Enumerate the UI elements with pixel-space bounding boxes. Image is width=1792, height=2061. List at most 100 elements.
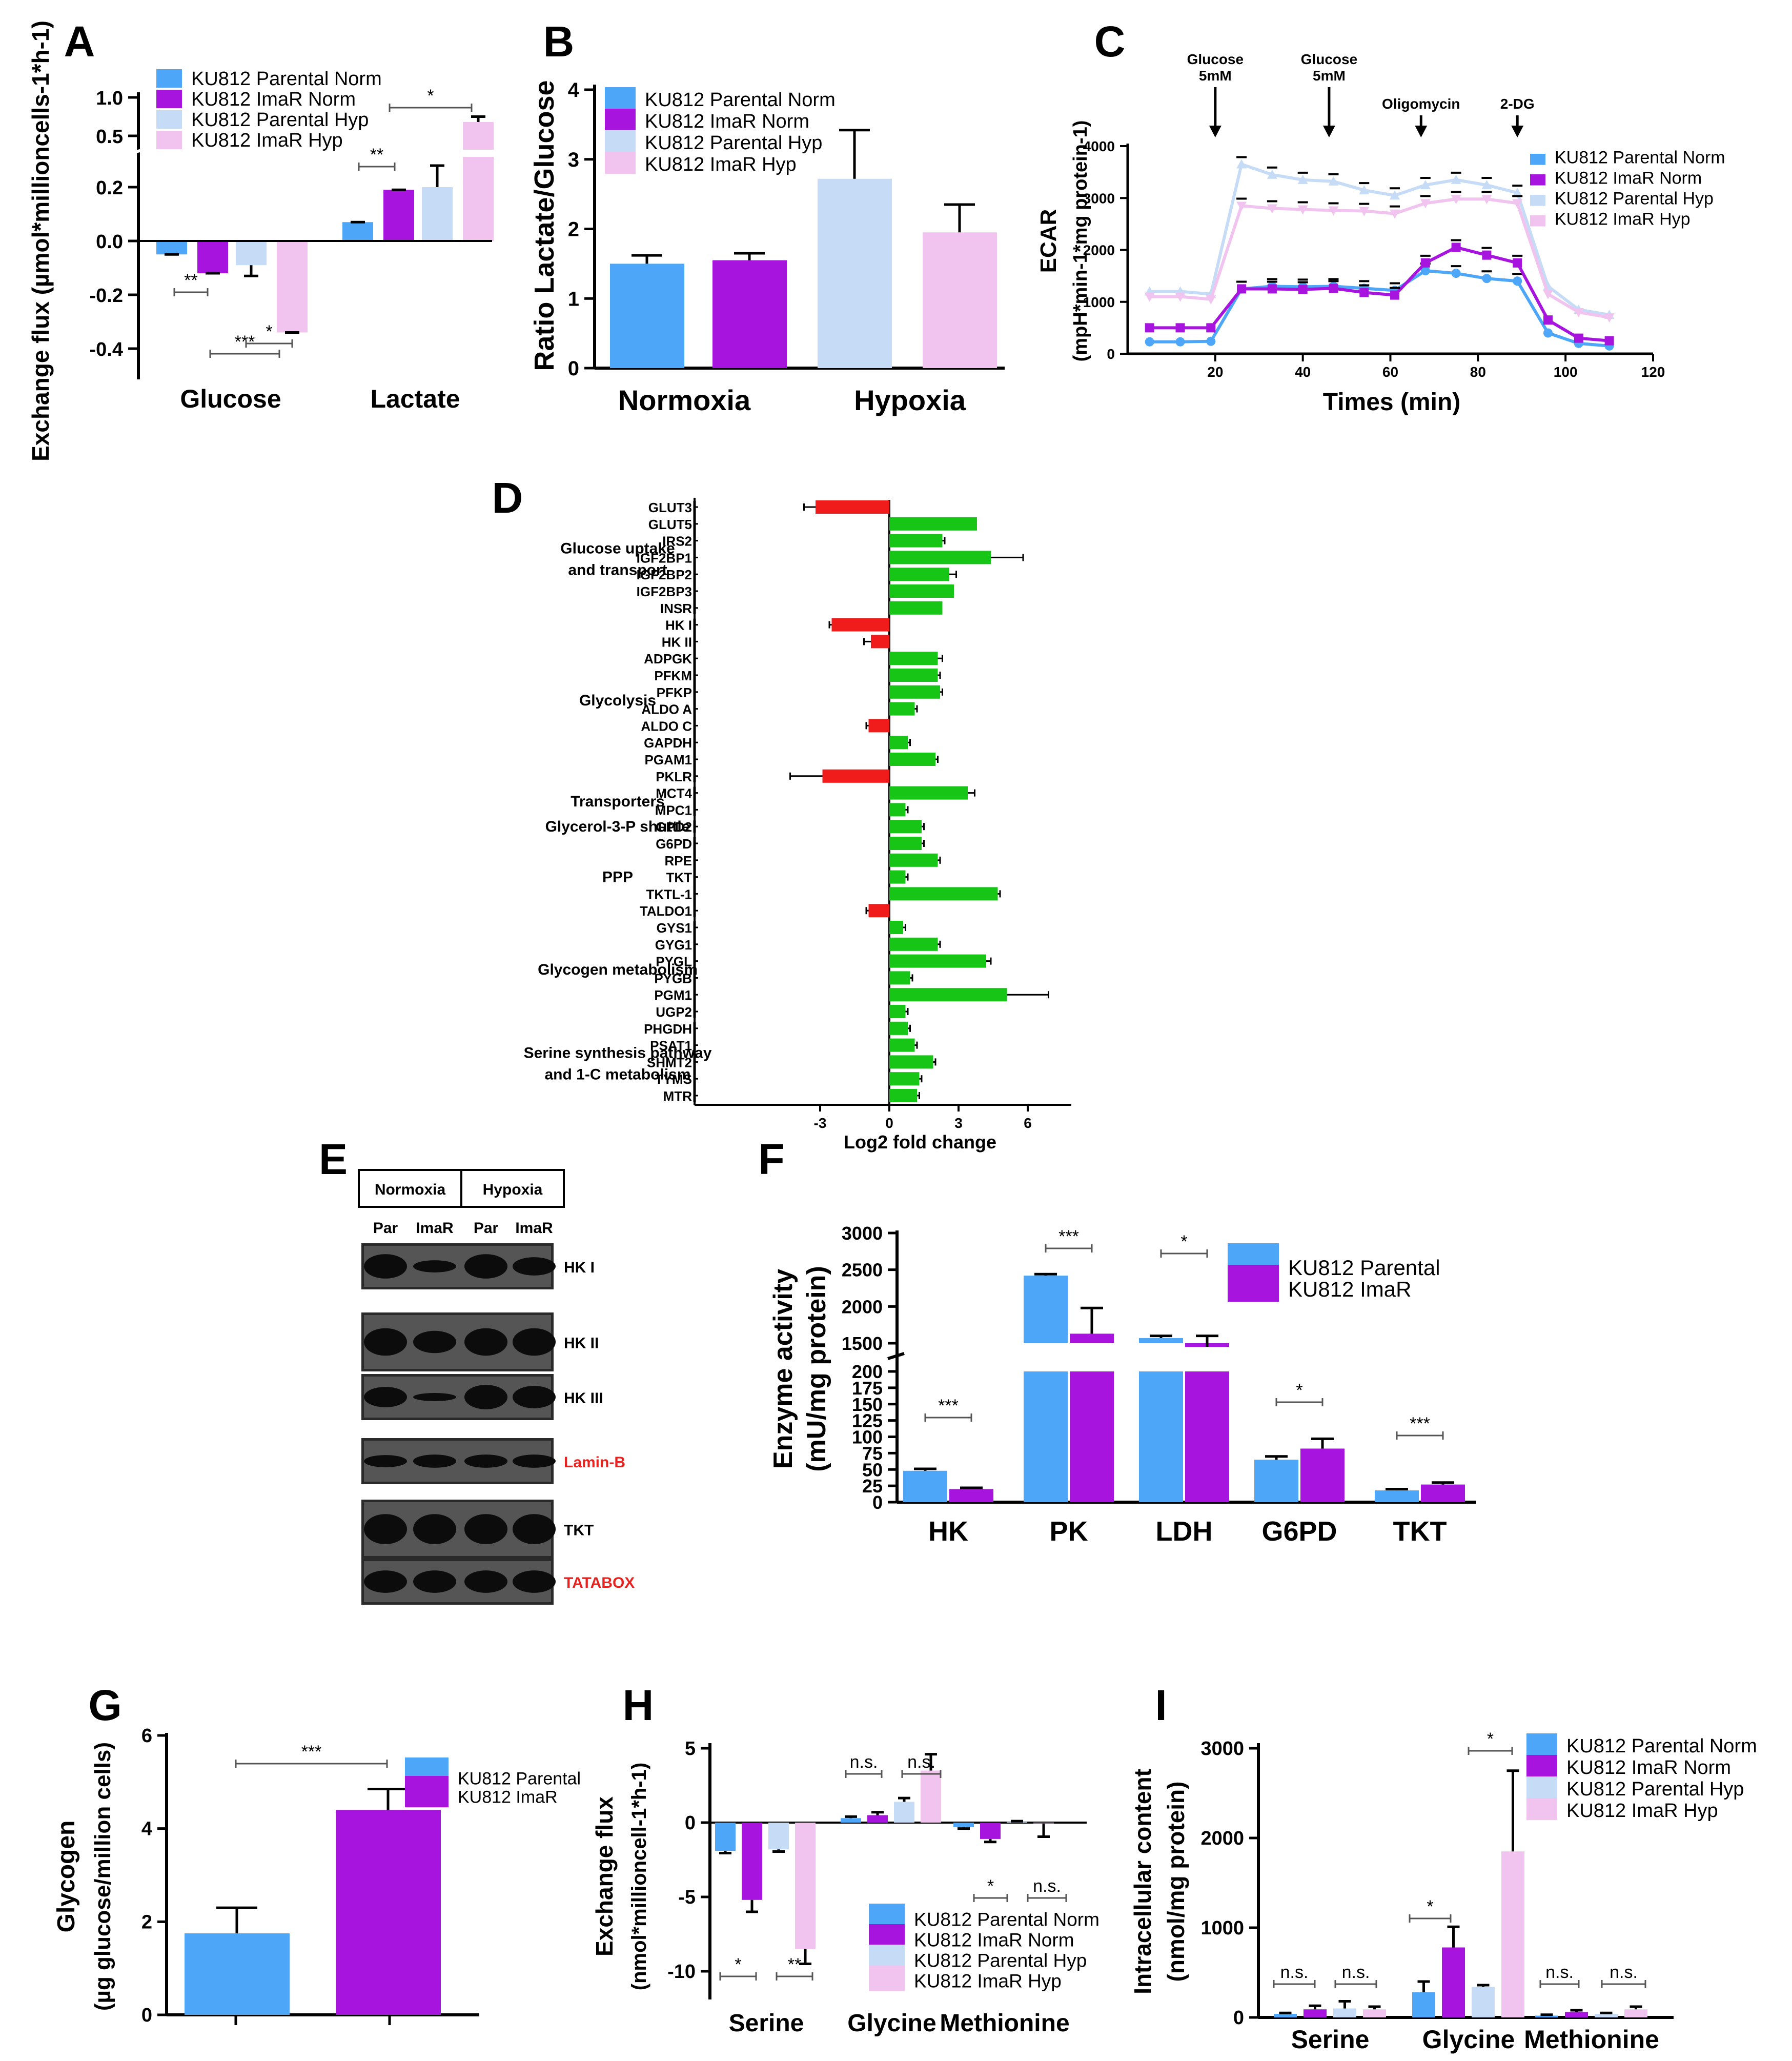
x-category-label: Glucose <box>180 385 281 413</box>
x-tick-label: 60 <box>1382 364 1398 380</box>
bar-F-PK <box>1024 1371 1068 1502</box>
legend-A-swatch <box>156 69 182 88</box>
y-tick-label: 2000 <box>1083 243 1115 258</box>
gene-label: TALDO1 <box>640 903 692 919</box>
bar-F-LDH <box>1139 1371 1183 1502</box>
point <box>1420 258 1430 268</box>
y-tick-label: 4 <box>141 1818 152 1840</box>
point <box>1297 174 1308 184</box>
legend-B-swatch <box>605 152 636 174</box>
legend-C-swatch <box>1530 174 1545 186</box>
x-category-label: Methionine <box>1524 2025 1659 2054</box>
point <box>1206 336 1216 346</box>
x-category-label: TKT <box>1393 1516 1447 1547</box>
blot-lane-label: Par <box>474 1220 499 1237</box>
y-axis-title: Enzyme activity <box>768 1269 798 1469</box>
sig-H4-label: n.s. <box>907 1752 935 1772</box>
group-label: Transporters <box>571 793 664 810</box>
x-tick-label: 3 <box>954 1115 963 1131</box>
blot-band <box>513 1454 556 1468</box>
bar-G-1 <box>336 1810 441 2015</box>
legend-I-item: KU812 Parental Hyp <box>1566 1779 1744 1800</box>
y-axis-title: Ratio Lactate/Glucose <box>529 80 560 371</box>
sig-A4-label: ** <box>370 145 383 165</box>
point <box>1206 295 1216 305</box>
y-tick-label: -0.4 <box>90 339 123 360</box>
point <box>1513 276 1522 286</box>
point <box>1145 323 1154 333</box>
y-axis-title: (nmol*millioncell-1*h-1) <box>628 1763 650 1991</box>
annotation-label: 5mM <box>1313 68 1346 84</box>
bar-gene-IGF2BP1 <box>889 551 991 564</box>
gene-label: PKLR <box>656 769 692 784</box>
point <box>1390 290 1400 300</box>
legend-C-swatch <box>1530 215 1545 227</box>
x-category-label: HK <box>928 1516 968 1547</box>
point <box>1420 179 1431 189</box>
bar-F-LDH <box>1185 1371 1229 1502</box>
y-tick-label: 3 <box>568 149 579 171</box>
blot-band <box>413 1260 456 1272</box>
y-tick-label: 0 <box>872 1492 883 1513</box>
bar-F-LDH-upper <box>1139 1338 1183 1343</box>
bar-I-Glycine-2 <box>1472 1987 1495 2017</box>
bar-lactate-1 <box>383 190 414 241</box>
legend-I-item: KU812 ImaR Norm <box>1566 1757 1731 1779</box>
series-line-0 <box>1149 269 1610 348</box>
bar-I-Methionine-0 <box>1535 2015 1558 2017</box>
y-tick-label: 200 <box>852 1361 883 1382</box>
x-category-label: Serine <box>1291 2025 1370 2054</box>
y-tick-label: -10 <box>667 1961 696 1983</box>
bar-B-1 <box>712 260 787 368</box>
legend-I-swatch <box>1526 1755 1557 1777</box>
legend-C-item: KU812 ImaR Hyp <box>1555 210 1691 229</box>
y-tick-label: 1500 <box>842 1333 883 1354</box>
point <box>1604 336 1614 346</box>
point <box>1604 313 1615 323</box>
bar-glucose-3 <box>277 241 308 333</box>
point <box>1237 284 1247 294</box>
legend-H-item: KU812 ImaR Norm <box>914 1929 1074 1950</box>
sig-H3-label: n.s. <box>850 1752 878 1772</box>
blot-lane-label: ImaR <box>515 1220 553 1237</box>
bar-gene-PGM1 <box>889 988 1007 1002</box>
blot-band <box>513 1570 556 1593</box>
sig-H2-label: ** <box>788 1955 801 1974</box>
y-tick-label: 0.0 <box>96 231 123 253</box>
point <box>1512 188 1523 197</box>
y-axis-title: (nmol/mg protein) <box>1163 1782 1189 1982</box>
sig-G-label: *** <box>301 1742 322 1762</box>
x-axis-title: Log2 fold change <box>844 1131 996 1153</box>
blot-band <box>413 1330 456 1353</box>
legend-H-item: KU812 Parental Hyp <box>914 1950 1087 1971</box>
gene-label: IGF2BP3 <box>637 584 692 599</box>
gene-label: PHGDH <box>644 1021 692 1037</box>
y-tick-label: 3000 <box>1200 1738 1244 1760</box>
bar-gene-PYGB <box>889 971 910 985</box>
bar-gene-HKI <box>831 618 889 632</box>
blot-band <box>413 1514 456 1544</box>
sig-F-TKT-label: *** <box>1410 1414 1430 1433</box>
annotation-label: 5mM <box>1199 68 1232 84</box>
y-axis-title: Exchange flux <box>591 1796 618 1956</box>
x-category-label: Glycine <box>1422 2025 1515 2054</box>
blot-band <box>464 1385 507 1409</box>
legend-H-swatch <box>869 1965 905 1991</box>
gene-label: IGF2BP1 <box>637 550 692 565</box>
bar-gene-MPC1 <box>889 803 906 817</box>
bar-F-PK <box>1070 1371 1114 1502</box>
gene-label: PFKP <box>657 685 692 700</box>
group-label: Glycogen metabolism <box>538 961 698 978</box>
x-tick-label: 0 <box>885 1115 893 1131</box>
sig-A5-label: * <box>427 86 434 106</box>
panel-letter-C: C <box>1094 17 1126 66</box>
x-category-label: Lactate <box>370 385 460 413</box>
bar-I-Glycine-1 <box>1442 1947 1465 2017</box>
bar-H-Serine-1 <box>742 1823 762 1900</box>
group-label: PPP <box>602 869 633 886</box>
bar-gene-GLUT5 <box>889 517 977 531</box>
gene-label: TKT <box>666 870 692 885</box>
blot-band <box>364 1387 407 1407</box>
gene-label: HK I <box>665 618 692 633</box>
bar-gene-UGP2 <box>889 1005 906 1018</box>
